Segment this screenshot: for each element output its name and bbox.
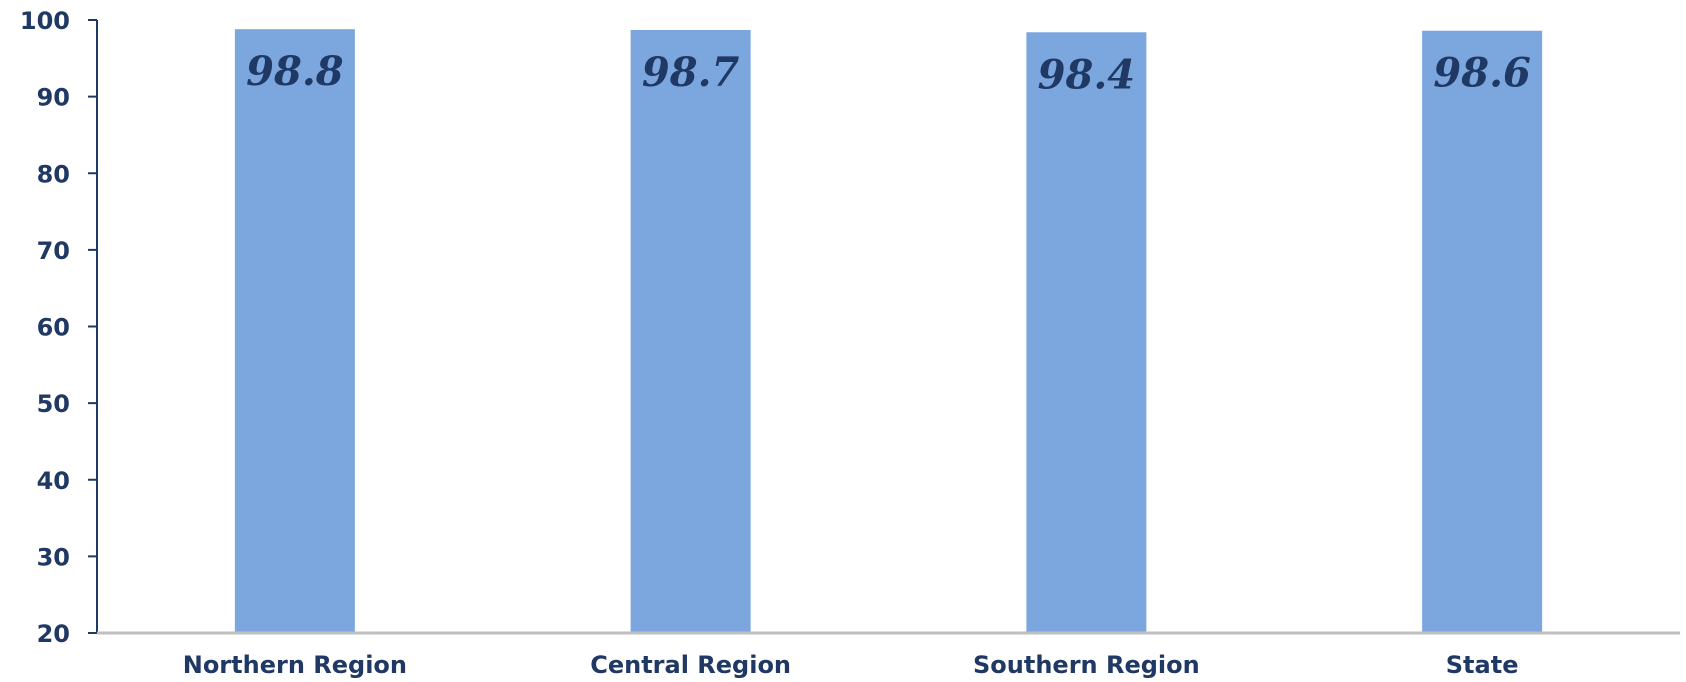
bar [1026, 32, 1147, 633]
bars [234, 29, 1543, 634]
y-tick-label: 90 [37, 84, 70, 112]
bar [234, 29, 355, 633]
y-tick-label: 80 [37, 160, 70, 188]
bar [1422, 30, 1543, 634]
y-tick-label: 60 [37, 314, 70, 342]
x-category-label: Northern Region [183, 651, 407, 679]
y-tick-label: 20 [37, 620, 70, 648]
x-category-label: State [1446, 651, 1519, 679]
data-labels: 98.8 98.7 98.4 98.6 [246, 48, 1531, 98]
y-tick-label: 40 [37, 467, 70, 495]
x-category-label: Central Region [590, 651, 791, 679]
data-label: 98.6 [1433, 50, 1530, 97]
data-label: 98.4 [1038, 51, 1135, 98]
bar [630, 29, 751, 634]
y-tick-label: 50 [37, 390, 70, 418]
data-label: 98.7 [642, 49, 740, 96]
x-axis: Northern Region Central Region Southern Re… [97, 631, 1680, 679]
x-category-label: Southern Region [973, 651, 1200, 679]
y-tick-label: 100 [20, 7, 70, 35]
y-axis: 20 30 40 50 60 70 80 90 100 [20, 7, 98, 648]
y-tick-label: 30 [37, 543, 70, 571]
data-label: 98.8 [246, 48, 343, 95]
y-tick-label: 70 [37, 237, 70, 265]
